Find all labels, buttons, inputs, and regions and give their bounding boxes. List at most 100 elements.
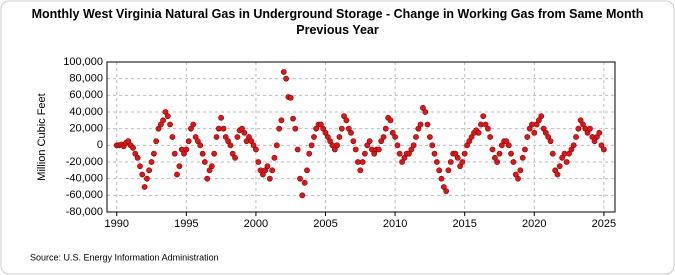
chart-title: Monthly West Virginia Natural Gas in Und… bbox=[31, 7, 644, 37]
data-point bbox=[153, 138, 160, 145]
data-point bbox=[280, 69, 287, 75]
data-point bbox=[208, 163, 215, 170]
x-tick-label: 1990 bbox=[105, 218, 129, 230]
data-point bbox=[531, 129, 538, 136]
data-point bbox=[587, 125, 593, 132]
data-point bbox=[487, 134, 494, 140]
data-point bbox=[547, 138, 554, 145]
data-point bbox=[459, 159, 466, 165]
data-point bbox=[563, 159, 570, 165]
data-point bbox=[276, 125, 283, 132]
data-point bbox=[204, 175, 211, 182]
data-point bbox=[413, 134, 419, 140]
data-point bbox=[294, 146, 301, 153]
data-point bbox=[461, 150, 468, 157]
data-point bbox=[396, 150, 403, 157]
data-point bbox=[218, 114, 225, 121]
data-point bbox=[410, 142, 417, 149]
data-point bbox=[375, 146, 382, 153]
data-point bbox=[382, 125, 389, 132]
data-point bbox=[190, 121, 197, 128]
data-point bbox=[429, 142, 436, 149]
data-point bbox=[215, 125, 222, 132]
y-tick-label: 60,000 bbox=[69, 89, 103, 101]
data-point bbox=[174, 171, 180, 178]
y-tick-label: 100,000 bbox=[63, 56, 103, 68]
data-point bbox=[306, 150, 313, 157]
data-point bbox=[234, 134, 241, 140]
data-point bbox=[176, 163, 183, 170]
data-point bbox=[549, 150, 556, 157]
data-point bbox=[522, 146, 528, 153]
data-point bbox=[299, 192, 306, 199]
data-point bbox=[311, 134, 317, 140]
y-tick-label: -40,000 bbox=[66, 173, 103, 185]
data-point bbox=[426, 134, 433, 140]
y-axis-label: Million Cubic Feet bbox=[36, 93, 48, 180]
data-point bbox=[297, 175, 303, 182]
data-point bbox=[130, 144, 136, 151]
data-point bbox=[220, 125, 227, 132]
data-point bbox=[350, 138, 357, 145]
data-point bbox=[266, 175, 273, 182]
data-point bbox=[273, 142, 280, 149]
data-point bbox=[144, 175, 150, 182]
data-point bbox=[424, 121, 431, 128]
data-point bbox=[394, 142, 401, 149]
data-point bbox=[278, 117, 285, 124]
data-point bbox=[422, 109, 429, 115]
data-point bbox=[554, 171, 561, 178]
data-point bbox=[443, 188, 450, 195]
data-point bbox=[199, 150, 206, 157]
data-point bbox=[201, 159, 208, 165]
data-point bbox=[357, 167, 364, 174]
y-tick-label: -60,000 bbox=[66, 189, 103, 201]
data-point bbox=[334, 142, 340, 149]
plot-border bbox=[106, 61, 616, 213]
data-point bbox=[211, 150, 218, 157]
data-point bbox=[283, 75, 290, 82]
data-point bbox=[185, 138, 192, 145]
x-tick-label: 1995 bbox=[174, 218, 198, 230]
data-point bbox=[431, 150, 438, 157]
data-point bbox=[433, 159, 440, 165]
data-point bbox=[600, 146, 607, 153]
data-point bbox=[338, 125, 345, 132]
data-point bbox=[475, 129, 482, 136]
data-point bbox=[264, 163, 271, 170]
data-point bbox=[164, 113, 171, 120]
data-point bbox=[169, 134, 176, 140]
data-point bbox=[269, 167, 276, 174]
data-point bbox=[417, 121, 424, 128]
y-tick-label: 20,000 bbox=[69, 123, 103, 135]
data-point bbox=[524, 134, 531, 140]
data-point bbox=[227, 142, 234, 149]
data-point bbox=[570, 142, 577, 149]
data-point bbox=[352, 146, 359, 153]
y-tick-label: 80,000 bbox=[69, 73, 103, 85]
data-point bbox=[496, 150, 503, 157]
data-point bbox=[355, 159, 361, 165]
source: Source: U.S. Energy Information Administ… bbox=[30, 252, 219, 262]
data-point bbox=[171, 150, 178, 157]
data-point bbox=[517, 167, 524, 174]
data-point bbox=[529, 121, 535, 128]
data-point bbox=[519, 154, 526, 161]
data-point bbox=[213, 134, 220, 140]
data-point bbox=[508, 150, 514, 157]
data-point bbox=[287, 94, 294, 101]
data-point bbox=[146, 167, 153, 174]
data-point bbox=[436, 167, 443, 174]
data-point bbox=[290, 115, 296, 122]
x-tick-label: 2010 bbox=[383, 218, 407, 230]
data-point bbox=[359, 159, 366, 165]
data-point bbox=[348, 129, 354, 136]
data-point bbox=[438, 175, 445, 182]
data-point bbox=[445, 167, 452, 174]
y-tick-label: -80,000 bbox=[66, 206, 103, 218]
data-point bbox=[139, 171, 146, 178]
data-point bbox=[573, 134, 579, 140]
data-point bbox=[366, 138, 373, 145]
data-point bbox=[538, 113, 545, 120]
